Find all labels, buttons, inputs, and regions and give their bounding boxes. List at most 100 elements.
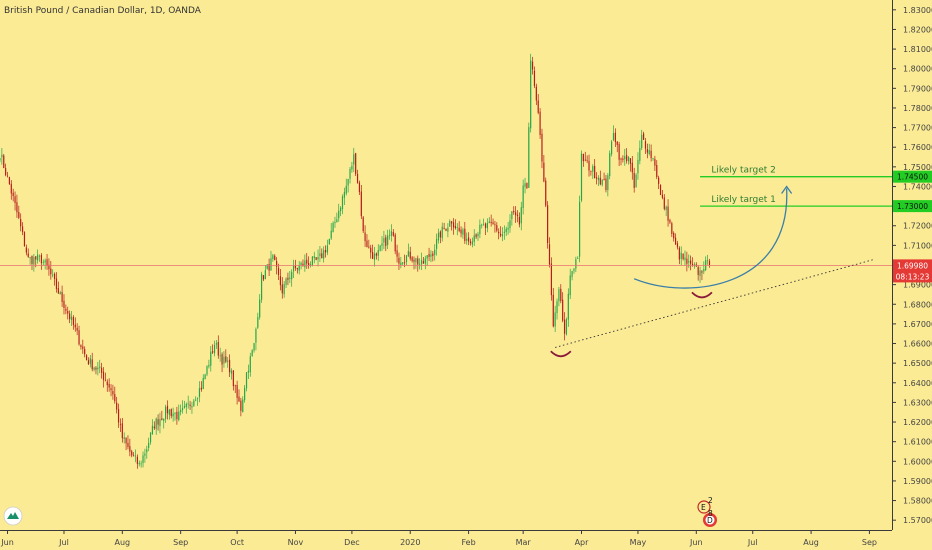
projection-curve[interactable] <box>633 188 788 289</box>
candle-down <box>629 158 632 172</box>
candle-body <box>629 158 632 164</box>
candle-down <box>396 244 398 263</box>
candle-body <box>341 196 344 209</box>
candle-down <box>547 201 549 249</box>
candle-body <box>117 409 120 423</box>
candle-body <box>437 232 440 241</box>
idea-badge-inner <box>705 515 715 525</box>
candle-up <box>168 408 170 420</box>
candle-body <box>223 356 225 364</box>
candle-down <box>560 284 562 304</box>
candle-body <box>332 222 334 233</box>
candle-up <box>204 373 206 380</box>
price-tick-label: 1.67000 <box>903 320 932 329</box>
idea-badges[interactable]: E 2 D 8 <box>697 496 717 527</box>
candle-down <box>6 171 9 178</box>
candle-body <box>151 425 154 434</box>
candle-down <box>212 344 214 354</box>
candle-down <box>631 156 633 180</box>
candle-up <box>351 161 353 173</box>
candle-body <box>55 278 58 289</box>
time-axis[interactable]: Jun Jul Aug Sep Oct Nov Dec 2020 Feb Mar Apr May Jun… <box>0 530 892 547</box>
candle-up <box>530 53 532 133</box>
candle-body <box>671 223 673 234</box>
candle-up <box>165 404 167 423</box>
candle-body <box>405 255 408 263</box>
candle-body <box>202 377 204 390</box>
candle-body <box>240 400 242 411</box>
candle-body <box>101 367 103 373</box>
candle-body <box>142 455 144 464</box>
candle-body <box>355 153 357 174</box>
candle-body <box>432 253 434 256</box>
candle-down <box>101 362 103 379</box>
candle-body <box>230 370 233 374</box>
candle-down <box>586 155 588 164</box>
candle-up <box>579 195 581 263</box>
candle-body <box>518 216 520 225</box>
candle-body <box>543 162 545 182</box>
candle-up <box>341 194 344 215</box>
candle-body <box>420 259 423 265</box>
candle-body <box>29 256 31 259</box>
candle-body <box>93 367 95 370</box>
candle-body <box>535 86 537 101</box>
candle-body <box>400 262 402 266</box>
candle-body <box>236 385 238 398</box>
candle-body <box>198 388 201 398</box>
candle-up <box>99 359 101 374</box>
candle-up <box>420 252 423 271</box>
price-axis[interactable]: 1.83000 1.82000 1.81000 1.80000 1.79000 1.780… <box>892 0 932 530</box>
idea-badge-bottom-count: 8 <box>708 509 713 518</box>
candle-body <box>678 247 680 260</box>
candle-down <box>268 258 270 276</box>
candle-body <box>262 275 265 280</box>
low-arc-1[interactable] <box>550 350 572 358</box>
candle-down <box>464 221 466 244</box>
candle-down <box>460 226 462 238</box>
candle-down <box>225 349 227 364</box>
candle-body <box>37 254 39 261</box>
tradingview-logo-button[interactable] <box>3 506 23 526</box>
candle-body <box>53 273 56 279</box>
support-trendline[interactable] <box>555 258 876 348</box>
candle-body <box>456 227 458 228</box>
candle-up <box>462 227 464 239</box>
price-tick-label: 1.80000 <box>903 65 932 74</box>
candle-down <box>417 255 419 272</box>
candle-down <box>296 267 298 274</box>
candle-body <box>234 384 236 386</box>
candle-body <box>212 351 214 353</box>
candle-body <box>351 165 353 170</box>
candle-body <box>686 258 688 264</box>
candle-body <box>454 225 457 229</box>
candle-down <box>106 379 108 392</box>
low-arc-2[interactable] <box>691 291 713 299</box>
candle-body <box>490 221 492 224</box>
candle-body <box>390 231 393 236</box>
candle-down <box>108 378 110 392</box>
idea-badge-top[interactable] <box>697 500 711 514</box>
candle-body <box>257 317 259 328</box>
candle-body <box>249 356 251 373</box>
candle-body <box>172 413 174 417</box>
candle-up <box>567 288 569 327</box>
drawing-layer[interactable]: Likely target 2 Likely target 1 <box>0 166 892 358</box>
candle-down <box>176 406 178 425</box>
candle-body <box>560 288 562 301</box>
candle-body <box>586 159 588 161</box>
candle-down <box>445 228 447 232</box>
candle-down <box>494 220 496 233</box>
candle-body <box>537 100 539 113</box>
candle-down <box>413 256 415 270</box>
candle-up <box>292 259 295 278</box>
time-tick-label: Nov <box>288 538 304 547</box>
candle-up <box>665 205 667 217</box>
price-tick-label: 1.75000 <box>903 163 932 172</box>
candle-body <box>622 158 624 160</box>
candle-up <box>524 177 526 194</box>
candle-body <box>356 173 359 183</box>
candle-body <box>185 403 187 408</box>
candle-body <box>46 259 48 266</box>
